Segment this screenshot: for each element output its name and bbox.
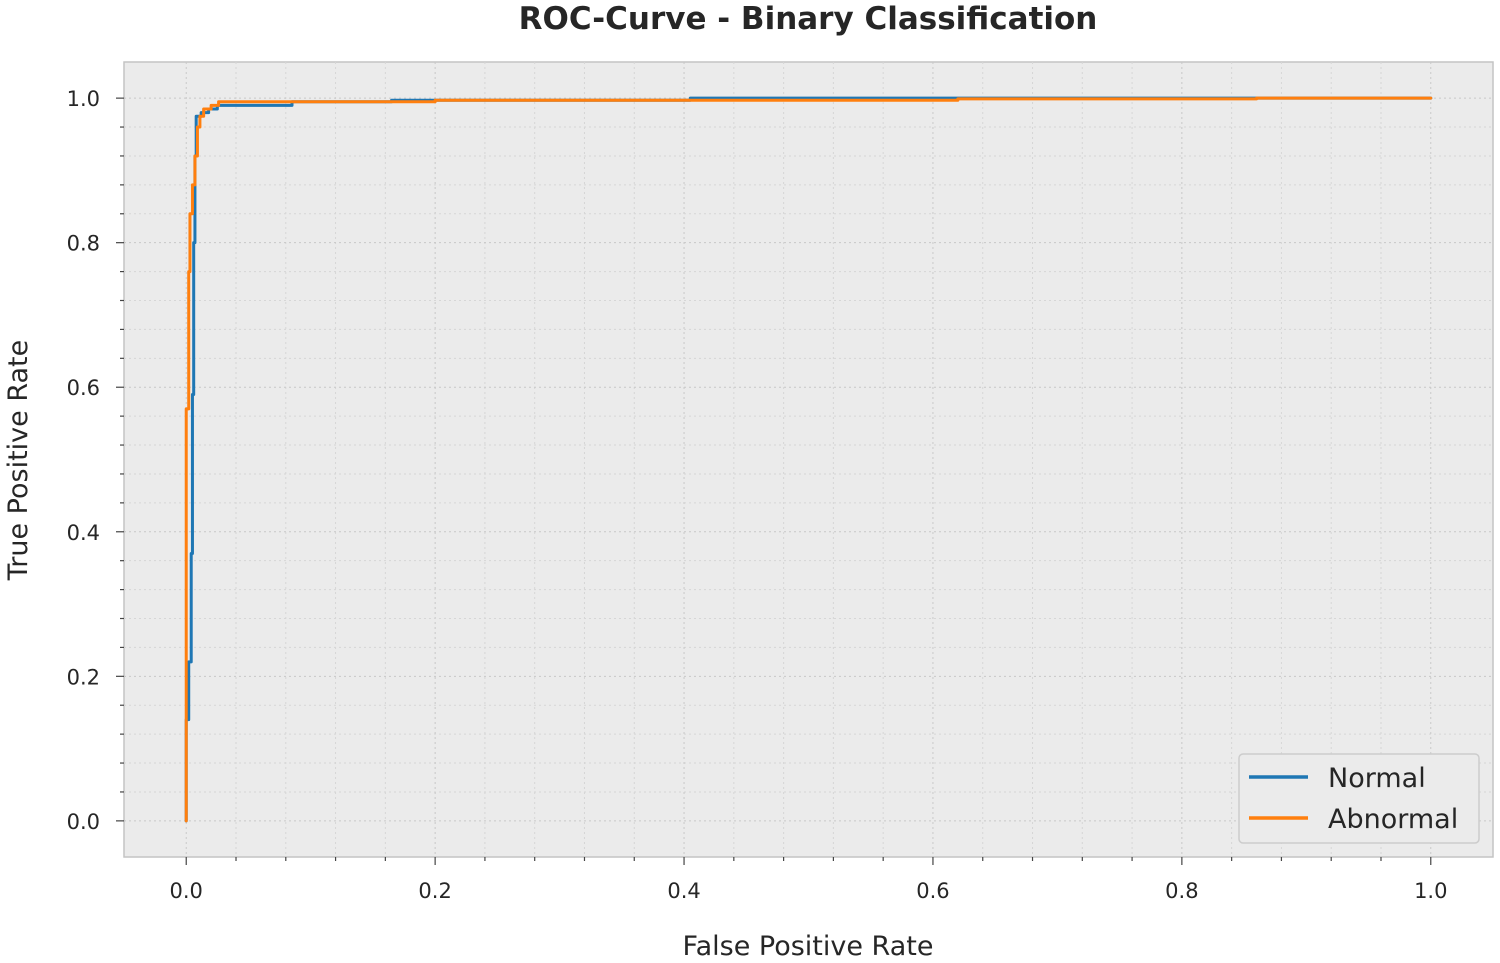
legend: Normal Abnormal (1238, 753, 1480, 844)
series-line-abnormal (184, 96, 1433, 823)
y-axis-label: True Positive Rate (3, 340, 34, 582)
x-tick-label: 0.2 (418, 879, 451, 903)
chart-title: ROC-Curve - Binary Classification (519, 1, 1098, 37)
y-tick-label: 0.8 (67, 232, 100, 256)
x-tick-label: 0.0 (170, 879, 203, 903)
axis-ticks: 0.0 0.2 0.4 0.6 0.8 1.0 0.0 0.2 0.4 0.6 0.8 1.0 (67, 87, 1448, 903)
x-tick-label: 0.8 (1165, 879, 1198, 903)
x-axis-label: False Positive Rate (683, 931, 934, 962)
x-tick-label: 0.4 (667, 879, 700, 903)
legend-label-normal: Normal (1328, 763, 1426, 794)
y-tick-label: 0.6 (67, 376, 100, 400)
legend-label-abnormal: Abnormal (1328, 804, 1458, 835)
x-tick-label: 1.0 (1414, 879, 1447, 903)
y-tick-label: 0.2 (67, 665, 100, 689)
plot-area (123, 61, 1494, 858)
y-tick-label: 0.4 (67, 521, 100, 545)
y-tick-label: 0.0 (67, 810, 100, 834)
series-layer (184, 96, 1433, 823)
y-tick-label: 1.0 (67, 87, 100, 111)
x-tick-label: 0.6 (916, 879, 949, 903)
